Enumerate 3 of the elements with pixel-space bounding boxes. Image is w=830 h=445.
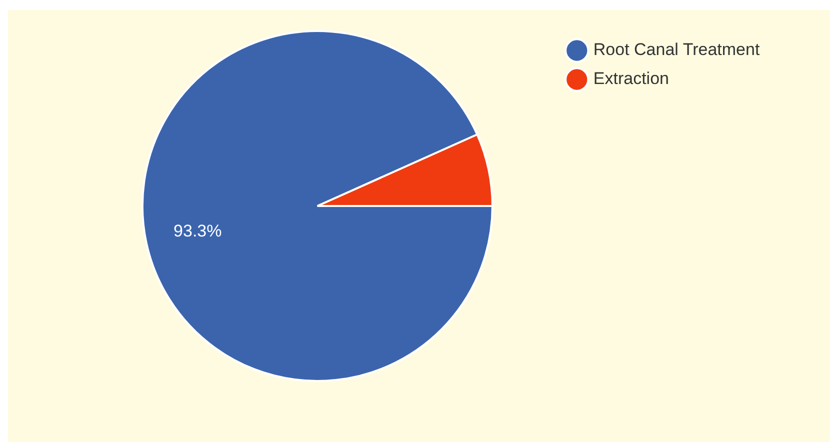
legend-label: Root Canal Treatment	[593, 40, 760, 60]
legend-label: Extraction	[593, 69, 669, 88]
data-label: 93.3%	[174, 221, 222, 240]
